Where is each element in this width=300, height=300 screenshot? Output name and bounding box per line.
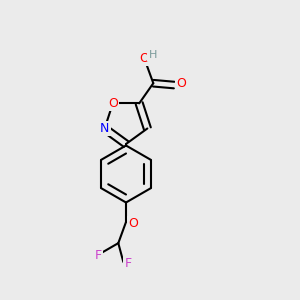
Text: F: F bbox=[95, 249, 102, 262]
Text: H: H bbox=[148, 50, 157, 60]
Text: N: N bbox=[100, 122, 109, 135]
Text: F: F bbox=[124, 257, 131, 270]
Text: O: O bbox=[129, 217, 138, 230]
Text: O: O bbox=[176, 77, 186, 90]
Text: O: O bbox=[139, 52, 149, 65]
Text: O: O bbox=[108, 97, 118, 110]
